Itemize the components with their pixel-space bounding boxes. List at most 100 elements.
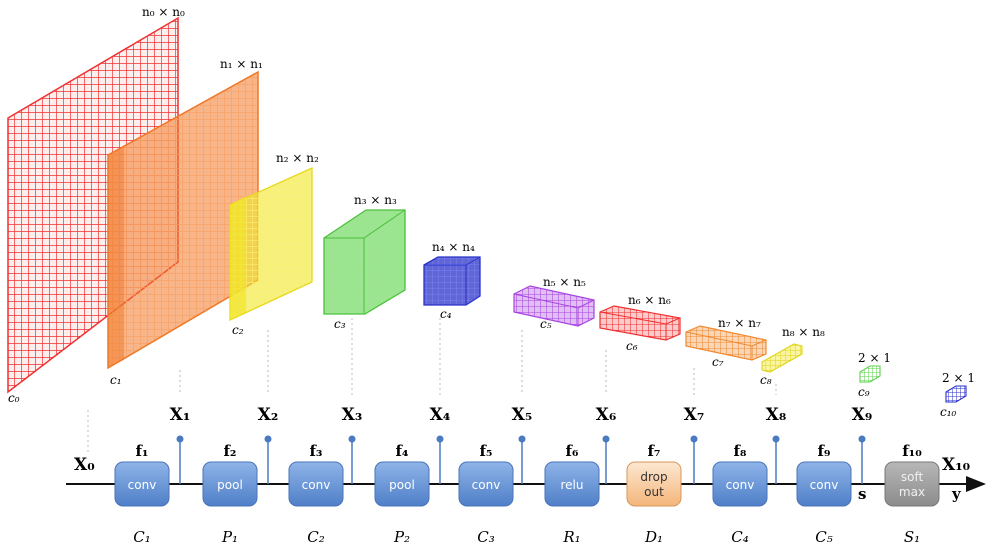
volume-4-channels: c₄ [440, 307, 452, 321]
stage-3-output-label: X₃ [342, 405, 363, 425]
volume-8-dim: n₈ × n₈ [782, 325, 825, 339]
stage-8-layer-name: C₄ [731, 528, 749, 546]
volume-9: 2 × 1 c₉ [858, 351, 891, 399]
volume-0-channels: c₀ [8, 391, 20, 405]
stage-3: conv f₃ C₂ X₃ [288, 405, 363, 546]
volume-8: n₈ × n₈ c₈ [760, 325, 825, 387]
stage-1-box [114, 461, 170, 507]
pipeline-stages: conv f₁ C₁ X₁ pool f₂ P₁ X₂ conv f₃ C₂ X₃ pool f₄ P₂ X₄… [114, 405, 940, 546]
stage-3-box [288, 461, 344, 507]
stage-4: pool f₄ P₂ X₄ [374, 405, 451, 546]
volume-10-channels: c₁₀ [940, 405, 957, 419]
stage-6-output-dot [602, 435, 610, 443]
stage-1: conv f₁ C₁ X₁ [114, 405, 191, 546]
volume-7: n₇ × n₇ c₇ [685, 316, 767, 369]
stage-9-box-label: conv [810, 478, 839, 492]
stage-8-output-dot [772, 435, 780, 443]
stage-9-box [796, 461, 852, 507]
stage-5-box [458, 461, 514, 507]
stage-3-box-label: conv [302, 478, 331, 492]
stage-5-output-label: X₅ [512, 405, 533, 425]
stage-8-box-label: conv [726, 478, 755, 492]
stage-4-box [374, 461, 430, 507]
output-y-label: y [951, 485, 962, 503]
stage-1-output-dot [176, 435, 184, 443]
stage-3-layer-name: C₂ [307, 528, 325, 546]
stage-6: relu f₆ R₁ X₆ [544, 405, 617, 546]
output-x10-label: X₁₀ [942, 455, 970, 475]
stage-8-output-label: X₈ [766, 405, 787, 425]
volume-9-channels: c₉ [858, 385, 870, 399]
stage-2-output-dot [264, 435, 272, 443]
volume-2: n₂ × n₂ c₂ [229, 151, 319, 337]
stage-9-layer-name: C₅ [815, 528, 833, 546]
volume-1-channels: c₁ [110, 373, 122, 387]
stage-4-box-label: pool [389, 478, 415, 492]
stage-5-function: f₅ [479, 442, 492, 460]
stage-9: conv f₉ C₅ X₉ [796, 405, 873, 546]
stage-5: conv f₅ C₃ X₅ [458, 405, 533, 546]
volume-6-channels: c₆ [626, 339, 638, 353]
volume-10-dim: 2 × 1 [942, 371, 975, 385]
stage-7-output-dot [690, 435, 698, 443]
stage-10-function: f₁₀ [902, 442, 922, 460]
stage-7-box [626, 461, 682, 507]
volume-5-dim: n₅ × n₅ [543, 275, 586, 289]
volume-7-dim: n₇ × n₇ [718, 316, 761, 330]
volume-8-channels: c₈ [760, 373, 772, 387]
volume-3-dim: n₃ × n₃ [354, 193, 397, 207]
volume-1: n₁ × n₁ c₁ [107, 57, 263, 387]
score-s-label: s [858, 485, 866, 503]
stage-6-box-label: relu [561, 478, 584, 492]
stage-7-box-label: drop [640, 470, 667, 484]
volume-9-dim: 2 × 1 [858, 351, 891, 365]
stage-7-function: f₇ [647, 442, 660, 460]
stage-2-box [202, 461, 258, 507]
volume-2-channels: c₂ [232, 323, 244, 337]
stage-10-box-label: soft [901, 470, 924, 484]
stage-3-output-dot [348, 435, 356, 443]
volume-3: n₃ × n₃ c₃ [323, 193, 406, 331]
stage-8: conv f₈ C₄ X₈ [712, 405, 787, 546]
volume-4: n₄ × n₄ c₄ [423, 240, 481, 321]
stage-5-box-label: conv [472, 478, 501, 492]
stage-2-box-label: pool [217, 478, 243, 492]
stage-8-box [712, 461, 768, 507]
stage-5-layer-name: C₃ [477, 528, 495, 546]
stage-8-function: f₈ [733, 442, 746, 460]
stage-10-box-label: max [899, 485, 925, 499]
stage-9-function: f₉ [817, 442, 830, 460]
stage-7-output-label: X₇ [684, 405, 705, 425]
stage-1-function: f₁ [135, 442, 148, 460]
stage-5-output-dot [518, 435, 526, 443]
stage-6-box [544, 461, 600, 507]
volume-3-channels: c₃ [334, 317, 346, 331]
volume-7-channels: c₇ [712, 355, 724, 369]
stage-10-box [884, 461, 940, 507]
stage-6-function: f₆ [565, 442, 578, 460]
stage-1-box-label: conv [128, 478, 157, 492]
volume-4-dim: n₄ × n₄ [432, 240, 475, 254]
stage-9-output-dot [858, 435, 866, 443]
stage-9-output-label: X₉ [852, 405, 873, 425]
volume-10: 2 × 1 c₁₀ [940, 371, 975, 419]
stage-3-function: f₃ [309, 442, 322, 460]
stage-6-layer-name: R₁ [562, 528, 580, 546]
stage-1-layer-name: C₁ [133, 528, 151, 546]
volume-6-dim: n₆ × n₆ [628, 293, 671, 307]
stage-6-output-label: X₆ [596, 405, 617, 425]
volume-6: n₆ × n₆ c₆ [599, 293, 681, 353]
volume-0: n₀ × n₀ c₀ [7, 5, 185, 405]
stage-1-output-label: X₁ [170, 405, 191, 425]
stage-2: pool f₂ P₁ X₂ [202, 405, 278, 546]
stage-2-function: f₂ [223, 442, 236, 460]
stage-4-layer-name: P₂ [393, 528, 410, 546]
guide-lines [87, 318, 777, 455]
stage-4-output-label: X₄ [430, 405, 451, 425]
volume-1-dim: n₁ × n₁ [220, 57, 263, 71]
stage-4-output-dot [436, 435, 444, 443]
stage-10-layer-name: S₁ [904, 528, 920, 546]
